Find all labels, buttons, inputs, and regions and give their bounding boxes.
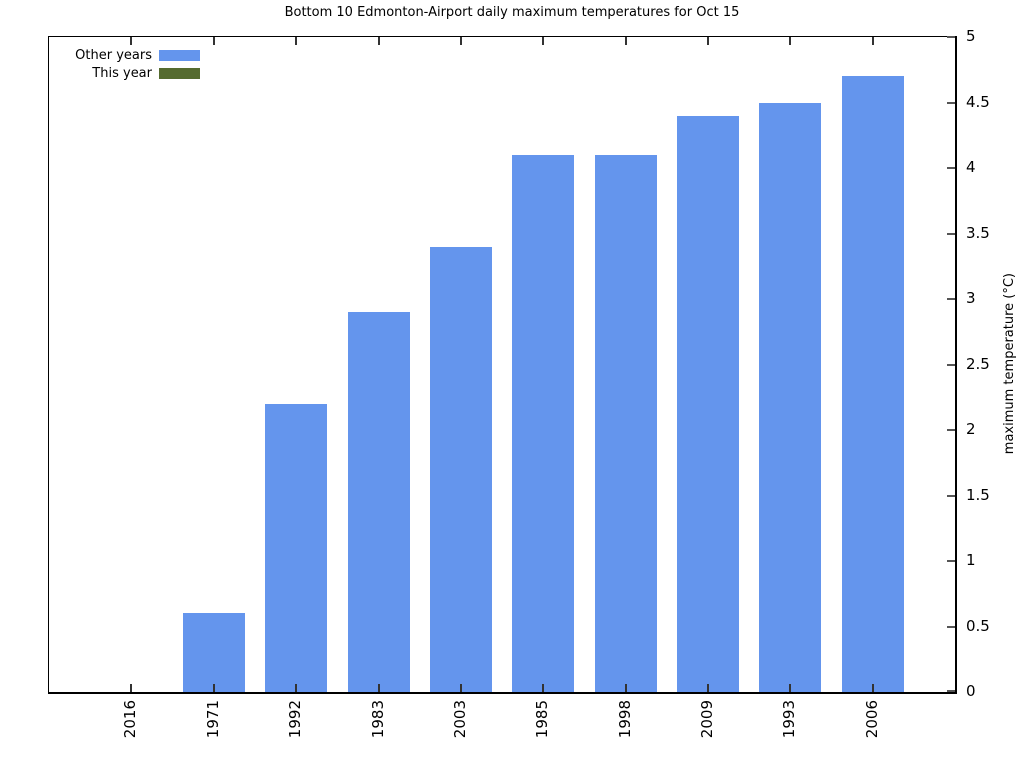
x-tick (295, 684, 298, 692)
x-tick-label: 1993 (780, 700, 799, 739)
x-tick (377, 684, 380, 692)
y-tick (947, 494, 955, 497)
y-tick (947, 690, 955, 692)
bar-1993 (759, 102, 822, 692)
legend-swatch (159, 67, 200, 79)
y-tick (947, 232, 955, 235)
x-tick-label: 2006 (862, 700, 881, 739)
x-tick (789, 684, 792, 692)
bar-1985 (512, 154, 575, 692)
chart-title: Bottom 10 Edmonton-Airport daily maximum… (284, 5, 740, 20)
y-tick-label: 2 (966, 420, 976, 438)
x-tick (706, 684, 709, 692)
x-tick-label: 1971 (203, 700, 222, 739)
y-tick (947, 429, 955, 431)
y-tick-label: 4.5 (966, 92, 990, 111)
y-tick-label: 5 (966, 27, 976, 45)
y-tick (947, 101, 955, 104)
bar-1992 (265, 403, 328, 692)
y-axis-title: maximum temperature (°C) (1002, 272, 1017, 455)
legend-row-this-year: This year (48, 64, 200, 82)
x-tick (789, 37, 792, 45)
y-tick-label: 4 (966, 158, 976, 176)
bar-1983 (347, 312, 410, 692)
y-tick-label: 0.5 (966, 616, 990, 635)
x-tick (212, 684, 215, 692)
legend-row-other-years: Other years (48, 46, 200, 64)
x-tick (130, 684, 133, 692)
x-tick-label: 1985 (533, 700, 552, 739)
x-tick (542, 37, 545, 45)
x-tick (706, 37, 709, 45)
x-tick (542, 684, 545, 692)
y-tick-label: 3 (966, 289, 976, 307)
legend-label: This year (92, 65, 152, 81)
x-tick-label: 1992 (286, 700, 305, 739)
bar-2006 (841, 76, 904, 692)
y-tick-label: 2.5 (966, 354, 990, 373)
bar-2003 (429, 246, 492, 692)
y-tick-label: 3.5 (966, 223, 990, 242)
y-tick (947, 560, 955, 562)
x-tick (624, 684, 627, 692)
x-tick-label: 2016 (121, 700, 140, 739)
x-tick (377, 37, 380, 45)
x-tick (295, 37, 298, 45)
y-tick-label: 1.5 (966, 485, 990, 504)
bar-1971 (182, 613, 245, 692)
x-tick (130, 37, 133, 45)
x-tick (459, 684, 462, 692)
y-axis-title-wrap: maximum temperature (°C) (1002, 36, 1017, 691)
y-tick (947, 363, 955, 366)
y-tick-label: 1 (966, 551, 976, 569)
x-tick-label: 1983 (368, 700, 387, 739)
x-tick (459, 37, 462, 45)
y-tick (947, 36, 955, 38)
legend-label: Other years (75, 47, 152, 63)
legend: Other years This year (48, 46, 200, 82)
y-tick (947, 625, 955, 628)
x-tick (624, 37, 627, 45)
legend-swatch (159, 49, 200, 61)
x-tick-label: 1998 (615, 700, 634, 739)
bar-1998 (594, 154, 657, 692)
y-tick (947, 167, 955, 169)
bar-2009 (676, 115, 739, 692)
x-tick (871, 684, 874, 692)
y-tick-label: 0 (966, 682, 976, 700)
plot-area (48, 36, 957, 694)
x-tick (871, 37, 874, 45)
x-tick-label: 2003 (450, 700, 469, 739)
x-tick (212, 37, 215, 45)
y-tick (947, 298, 955, 300)
x-tick-label: 2009 (697, 700, 716, 739)
